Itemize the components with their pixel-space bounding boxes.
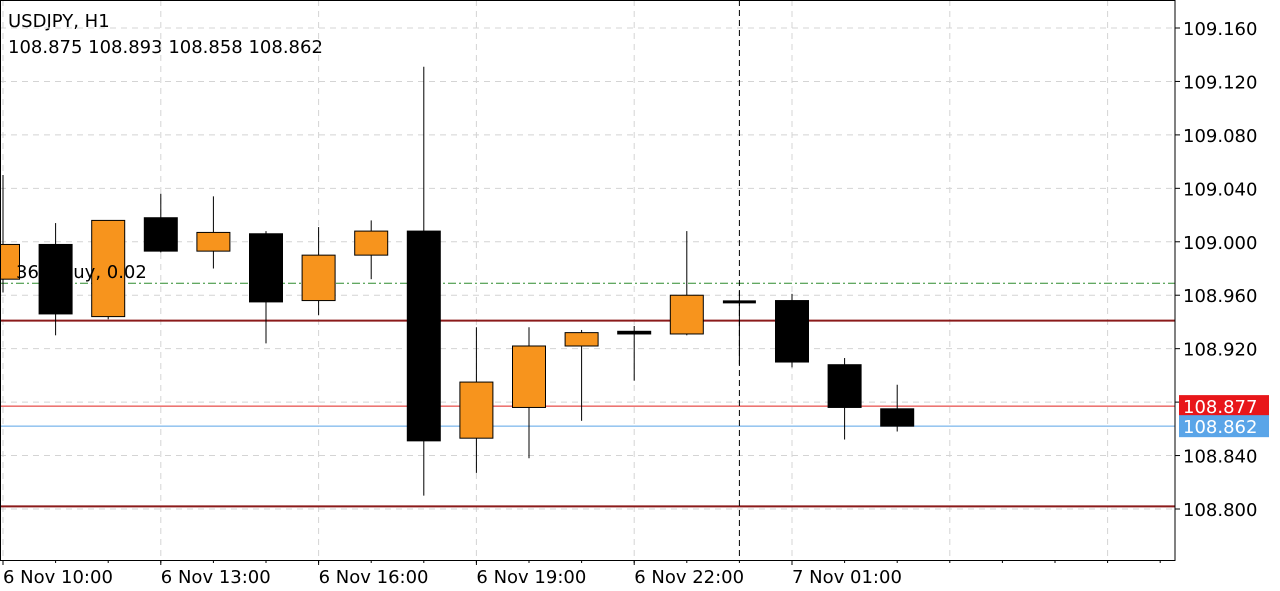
bid-price-tag-bg [1179,415,1269,438]
ask-price-tag-text: 108.877 [1183,397,1257,418]
candle [0,174,20,293]
bid-price-tag-text: 108.862 [1183,417,1257,438]
plot-frame [0,0,1176,561]
candle-body [669,294,704,335]
candle [249,231,283,344]
candle [354,220,389,280]
y-tick-label: 109.080 [1183,126,1257,147]
ask-price-tag: 108.877 [1179,395,1269,418]
candle-body [91,219,126,318]
candle [459,327,494,473]
candle [775,293,809,368]
candle [669,231,704,336]
trade-label: 36 13 uy, 0.02 [16,262,147,283]
candle-body [459,381,494,439]
candle [512,327,546,459]
candle [564,329,599,421]
chart-title: USDJPY, H1 [8,11,110,32]
candles [0,66,915,496]
candle-body [564,332,599,347]
x-tick-label: 6 Nov 19:00 [476,567,586,588]
candle-body [880,408,915,427]
candle [406,66,441,496]
x-tick-label: 6 Nov 22:00 [634,567,744,588]
grid [0,0,1175,560]
horizontal-lines [0,282,1175,508]
candle-body [512,345,546,408]
candle [827,358,862,440]
y-tick-label: 108.960 [1183,286,1257,307]
ask-price-tag-bg [1179,395,1269,418]
candle-body [249,233,283,303]
candle-body [0,243,20,280]
candle-body [406,230,441,442]
overlays: 36 13 uy, 0.02 [16,0,740,560]
y-tick-label: 108.920 [1183,340,1257,361]
y-tick-label: 108.800 [1183,500,1257,521]
y-tick-label: 109.000 [1183,233,1257,254]
x-tick-label: 7 Nov 01:00 [792,567,902,588]
y-tick-label: 108.840 [1183,447,1257,468]
candle [38,223,73,336]
y-tick-label: 109.040 [1183,179,1257,200]
candle-body [617,330,652,335]
candle-body [301,254,336,302]
candle-body [827,364,862,408]
x-tick-label: 6 Nov 16:00 [319,567,429,588]
y-tick-label: 109.120 [1183,72,1257,93]
x-tick-label: 6 Nov 13:00 [161,567,271,588]
candle [880,384,915,432]
y-tick-label: 109.160 [1183,19,1257,40]
bid-price-tag: 108.862 [1179,415,1269,438]
candle-body [354,230,389,256]
ohlc-readout: 108.875 108.893 108.858 108.862 [8,37,323,58]
candle [91,219,126,320]
candle [196,196,231,269]
x-tick-label: 6 Nov 10:00 [3,567,113,588]
candle [617,325,652,381]
candle-body [38,243,73,315]
candle-body [143,217,178,252]
candle [301,227,336,316]
candle [143,193,178,253]
candle-body [775,300,809,363]
candle-body [196,231,231,252]
